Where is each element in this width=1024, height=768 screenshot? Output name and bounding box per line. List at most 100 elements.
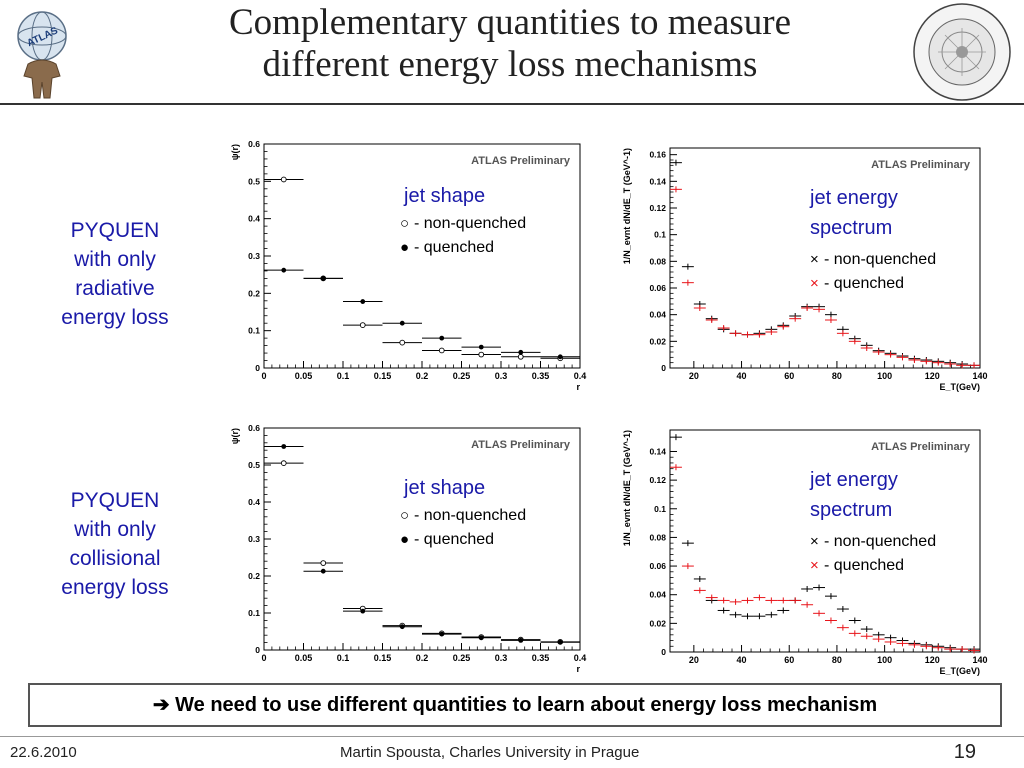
y-tick-label: 0.08 <box>649 256 666 266</box>
data-point <box>557 354 563 360</box>
y-tick-label: 0 <box>661 647 666 657</box>
y-tick-label: 0.4 <box>248 214 260 224</box>
legend-label: - quenched <box>414 531 494 548</box>
y-axis-label: 1/N_evnt dN/dE_T (GeV^-1) <box>622 148 632 264</box>
x-tick-label: 0.1 <box>337 653 350 663</box>
x-tick-label: 0 <box>261 371 266 381</box>
legend-title: jet shape <box>403 185 485 207</box>
data-point <box>439 335 445 341</box>
slide-title-line-1: Complementary quantities to measure <box>228 2 792 43</box>
y-tick-label: 0.3 <box>248 534 260 544</box>
x-axis-label: E_T(GeV) <box>939 382 980 392</box>
data-point <box>281 444 287 449</box>
legend-title-line-2: spectrum <box>810 499 892 521</box>
jet-energy-radiative-chart: 20 40 60 80 100 120 140 0 0.02 0.04 0.06 0.08 0.1 0.1… <box>622 147 988 392</box>
y-tick-label: 0.6 <box>248 423 260 433</box>
legend-symbol: ● <box>400 239 409 256</box>
x-tick-label: 40 <box>737 371 747 381</box>
x-tick-label: 0.3 <box>495 371 508 381</box>
legend-label: - quenched <box>414 239 494 256</box>
data-point <box>399 624 405 630</box>
x-tick-label: 0.35 <box>532 653 550 663</box>
slide-title-line-2: different energy loss mechanisms <box>262 44 758 85</box>
x-tick-label: 20 <box>689 655 699 665</box>
legend-symbol: × <box>810 275 819 292</box>
data-point <box>281 267 287 273</box>
footer-divider <box>0 736 1024 737</box>
y-tick-label: 0.08 <box>649 532 666 542</box>
data-point <box>517 353 524 360</box>
chart-panel-jet-energy-radiative: 20 40 60 80 100 120 140 0 0.02 0.04 0.06 0.08 0.1 0.1… <box>618 118 1000 396</box>
data-point <box>478 635 484 641</box>
plot-frame <box>669 147 981 369</box>
x-tick-label: 40 <box>737 655 747 665</box>
y-tick-label: 0.1 <box>654 504 666 514</box>
y-tick-label: 0.16 <box>649 150 666 160</box>
jet-shape-radiative-chart: 0 0.05 0.1 0.15 0.2 0.25 0.3 0.35 0.4 0 0.1 0.2 0.3 0… <box>230 139 586 392</box>
data-point <box>320 276 326 281</box>
legend-title-line-2: spectrum <box>810 217 892 239</box>
y-tick-label: 0.6 <box>248 139 260 149</box>
y-tick-label: 0.5 <box>248 460 260 470</box>
legend-symbol: ○ <box>400 215 409 232</box>
y-tick-label: 0.4 <box>248 497 260 507</box>
x-tick-label: 80 <box>832 371 842 381</box>
footer-date: 22.6.2010 <box>10 744 77 761</box>
legend-symbol: ○ <box>400 507 409 524</box>
x-tick-label: 0.1 <box>337 371 350 381</box>
x-axis-label: r <box>576 664 580 674</box>
legend-label: - non-quenched <box>824 251 936 268</box>
x-tick-label: 140 <box>972 371 987 381</box>
x-tick-label: 0.15 <box>374 371 392 381</box>
y-tick-label: 0.06 <box>649 561 666 571</box>
legend-title: jet shape <box>403 477 485 499</box>
legend-entry: × - non-quenched <box>810 251 936 268</box>
x-tick-label: 60 <box>784 655 794 665</box>
x-tick-label: 60 <box>784 371 794 381</box>
x-tick-label: 0.25 <box>453 371 471 381</box>
legend-title: jet energy <box>809 469 898 491</box>
legend-entry: × - quenched <box>810 557 904 574</box>
atlas-preliminary-label: ATLAS Preliminary <box>871 441 971 453</box>
y-tick-label: 0.04 <box>649 590 666 600</box>
legend-title: jet energy <box>809 187 898 209</box>
legend-label: - non-quenched <box>824 533 936 550</box>
data-point <box>478 351 485 358</box>
y-tick-label: 0.12 <box>649 475 666 485</box>
x-tick-label: 80 <box>832 655 842 665</box>
y-tick-label: 0.5 <box>248 176 260 186</box>
x-tick-label: 0.2 <box>416 371 429 381</box>
footer-author: Martin Spousta, Charles University in Pr… <box>340 744 640 761</box>
y-tick-label: 0.14 <box>649 446 666 456</box>
y-tick-label: 0.12 <box>649 203 666 213</box>
x-axis-label: r <box>576 382 580 392</box>
x-tick-label: 120 <box>925 371 940 381</box>
chart-panel-jet-energy-collisional: 20 40 60 80 100 120 140 0 0.02 0.04 0.06 0.08 0.1 0.1… <box>618 404 1000 680</box>
legend-label: - non-quenched <box>414 507 526 524</box>
data-point <box>438 347 445 354</box>
legend-entry: ● - quenched <box>400 531 494 548</box>
chart-panel-jet-shape-collisional: 0 0.05 0.1 0.15 0.2 0.25 0.3 0.35 0.4 0 0.1 0.2 0.3 0… <box>222 412 598 674</box>
x-tick-label: 0.15 <box>374 653 392 663</box>
slide-title: Complementary quantities to measure diff… <box>150 2 870 86</box>
row-label-radiative: PYQUEN with only radiative energy loss <box>61 219 169 329</box>
series-filled-circle <box>264 444 580 645</box>
data-point <box>557 639 563 645</box>
y-tick-label: 0 <box>255 645 260 655</box>
plot-frame <box>669 429 981 653</box>
series-filled-circle <box>264 267 580 360</box>
legend-label: - quenched <box>824 557 904 574</box>
series-red-cross <box>670 464 980 654</box>
data-point <box>280 176 287 183</box>
data-point <box>360 608 366 614</box>
series-red-cross <box>670 186 980 369</box>
conclusion-callout: ➔ We need to use different quantities to… <box>28 683 1002 727</box>
data-point <box>478 344 484 350</box>
data-point <box>359 322 366 328</box>
page-number: 19 <box>953 741 976 763</box>
atlas-preliminary-label: ATLAS Preliminary <box>471 155 571 167</box>
y-tick-label: 0.1 <box>248 608 260 618</box>
legend-symbol: × <box>810 251 819 268</box>
title-divider <box>0 103 1024 105</box>
plot-frame <box>263 143 581 369</box>
